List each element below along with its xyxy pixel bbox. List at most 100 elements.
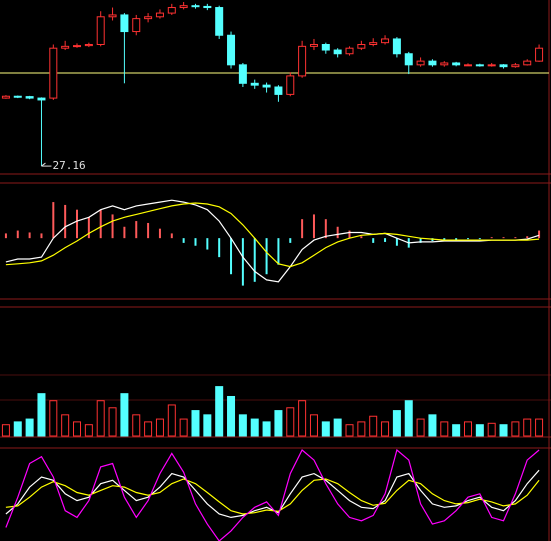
volume-bar xyxy=(404,400,413,437)
candle-body xyxy=(286,75,295,95)
candle-body xyxy=(274,86,283,95)
volume-bar xyxy=(238,414,247,437)
candle-body xyxy=(73,45,82,48)
macd-line xyxy=(5,199,540,283)
volume-bar xyxy=(357,421,366,437)
volume-bar xyxy=(191,410,200,437)
candle-body xyxy=(475,64,484,67)
candle-body xyxy=(155,12,164,18)
volume-bar xyxy=(203,414,212,437)
candle-body xyxy=(511,64,520,68)
candle-body xyxy=(392,38,401,55)
volume-bar xyxy=(475,424,484,437)
volume-bar xyxy=(155,418,164,437)
candle-body xyxy=(428,60,437,66)
candle-body xyxy=(227,34,236,66)
kdj-line xyxy=(5,478,540,515)
candle-body xyxy=(191,5,200,8)
volume-bar xyxy=(345,424,354,437)
candle-body xyxy=(96,16,105,45)
kdj-line xyxy=(5,448,540,541)
volume-bar xyxy=(262,421,271,437)
volume-bar xyxy=(37,393,46,437)
volume-bar xyxy=(227,395,236,437)
candle-body xyxy=(132,18,141,33)
kdj-line xyxy=(5,469,540,519)
candle-body xyxy=(179,5,188,9)
volume-bar xyxy=(333,418,342,437)
volume-bar xyxy=(440,421,449,437)
volume-bar xyxy=(523,418,532,437)
volume-bar xyxy=(132,414,141,437)
volume-bar xyxy=(487,422,496,437)
volume-bar xyxy=(369,415,378,437)
candle-body xyxy=(25,96,34,99)
candle-body xyxy=(37,97,46,101)
volume-bar xyxy=(298,400,307,437)
candle-body xyxy=(108,14,117,18)
volume-bar xyxy=(452,424,461,437)
candle-body xyxy=(203,5,212,9)
candle-body xyxy=(345,47,354,55)
volume-bar xyxy=(49,400,58,437)
candle-body xyxy=(357,44,366,49)
candle-body xyxy=(120,14,129,33)
candle-body xyxy=(298,45,307,77)
volume-bar xyxy=(511,421,520,437)
candle-body xyxy=(452,62,461,66)
volume-bar xyxy=(416,418,425,437)
candle-body xyxy=(49,47,58,99)
candle-body xyxy=(1,95,10,99)
volume-bar xyxy=(499,424,508,437)
candle-body xyxy=(487,64,496,67)
candle-body xyxy=(84,44,93,47)
candle-body xyxy=(309,44,318,47)
candle-body xyxy=(250,82,259,86)
candle-body xyxy=(381,38,390,44)
candle-body xyxy=(535,47,544,62)
volume-bar xyxy=(309,414,318,437)
volume-bar xyxy=(286,407,295,437)
volume-bar xyxy=(1,424,10,437)
volume-bar xyxy=(274,410,283,437)
volume-bar xyxy=(179,418,188,437)
candle-body xyxy=(463,64,472,67)
volume-bar xyxy=(321,421,330,437)
volume-bar xyxy=(535,418,544,437)
volume-bar xyxy=(392,410,401,437)
volume-bar xyxy=(96,400,105,437)
candle-body xyxy=(61,45,70,49)
volume-bar xyxy=(73,421,82,437)
volume-bar xyxy=(167,404,176,437)
candle-body xyxy=(369,42,378,45)
candle-body xyxy=(321,44,330,51)
volume-bar xyxy=(250,418,259,437)
candle-body xyxy=(262,84,271,88)
candle-body xyxy=(404,53,413,66)
candle-body xyxy=(499,64,508,68)
candle-body xyxy=(440,62,449,66)
volume-bar xyxy=(381,421,390,437)
candle-body xyxy=(13,95,22,98)
low-label: 27.16 xyxy=(52,159,85,172)
candle-body xyxy=(167,7,176,14)
candle-body xyxy=(144,16,153,20)
low-pointer xyxy=(41,162,46,167)
candle-body xyxy=(215,7,224,36)
volume-bar xyxy=(61,414,70,437)
macd-line xyxy=(5,202,540,268)
volume-bar xyxy=(108,407,117,437)
candle-body xyxy=(523,60,532,66)
volume-bar xyxy=(215,386,224,437)
volume-bar xyxy=(120,393,129,437)
volume-bar xyxy=(428,414,437,437)
candle-body xyxy=(333,49,342,55)
volume-bar xyxy=(84,424,93,437)
volume-bar xyxy=(144,421,153,437)
volume-bar xyxy=(463,421,472,437)
candle-body xyxy=(238,64,247,84)
candle-body xyxy=(416,60,425,66)
volume-bar xyxy=(25,418,34,437)
